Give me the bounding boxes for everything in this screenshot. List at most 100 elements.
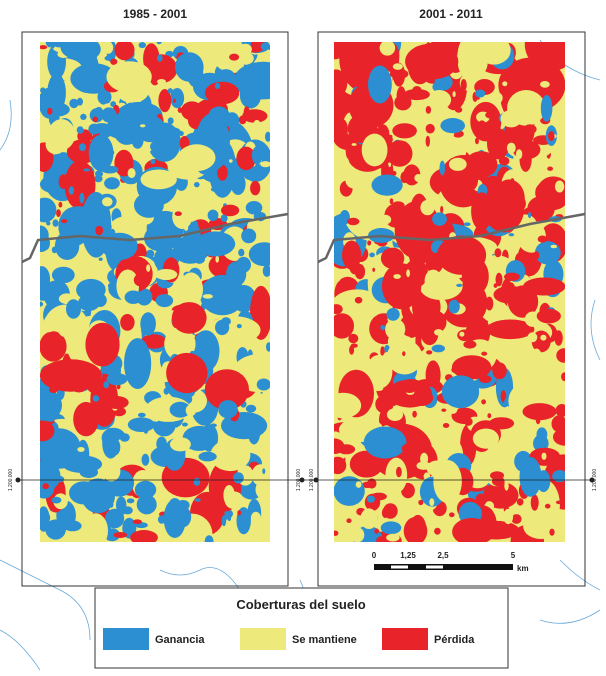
land-patch — [350, 343, 358, 348]
land-patch — [393, 274, 401, 279]
land-patch — [87, 261, 101, 271]
land-patch — [440, 118, 466, 134]
land-patch — [177, 144, 216, 172]
land-patch — [104, 177, 120, 190]
land-patch — [442, 423, 450, 428]
land-patch — [247, 416, 261, 445]
land-patch — [420, 321, 439, 346]
land-patch — [492, 362, 507, 380]
land-patch — [365, 354, 393, 389]
land-patch — [381, 507, 389, 519]
map-layer — [334, 42, 565, 542]
land-patch — [97, 89, 112, 105]
land-patch — [41, 174, 62, 192]
land-patch — [541, 452, 547, 460]
land-patch — [60, 42, 91, 59]
land-patch — [405, 43, 459, 80]
land-patch — [475, 89, 486, 98]
land-patch — [334, 153, 350, 175]
legend-box — [94, 587, 509, 669]
land-patch — [49, 287, 56, 301]
land-patch — [459, 331, 465, 337]
land-cover-map — [40, 42, 270, 542]
land-patch — [101, 165, 119, 174]
land-patch — [173, 98, 176, 103]
land-patch — [410, 389, 434, 407]
land-patch — [250, 511, 261, 526]
land-patch — [448, 299, 460, 314]
land-patch — [439, 160, 446, 176]
land-patch — [485, 111, 498, 119]
land-patch — [111, 150, 115, 155]
land-patch — [452, 91, 456, 98]
land-patch — [137, 412, 146, 418]
land-patch — [150, 141, 162, 152]
land-patch — [431, 344, 445, 353]
land-patch — [396, 466, 402, 478]
land-patch — [79, 192, 85, 204]
land-patch — [337, 119, 348, 141]
land-patch — [449, 512, 455, 518]
land-patch — [334, 42, 345, 60]
land-patch — [229, 159, 233, 163]
land-patch — [109, 438, 121, 456]
land-patch — [66, 299, 81, 319]
land-patch — [260, 161, 270, 168]
land-patch — [390, 287, 394, 291]
land-patch — [218, 400, 238, 419]
land-patch — [400, 171, 409, 184]
land-patch — [40, 301, 44, 307]
land-patch — [530, 348, 543, 371]
land-patch — [69, 98, 79, 109]
land-patch — [95, 225, 104, 236]
land-patch — [104, 396, 129, 409]
land-patch — [103, 381, 109, 389]
land-patch — [80, 113, 87, 120]
land-patch — [440, 205, 444, 214]
land-patch — [255, 163, 260, 170]
land-patch — [198, 451, 217, 462]
legend-swatch — [382, 628, 428, 650]
land-patch — [127, 168, 136, 179]
land-patch — [522, 403, 557, 421]
legend-swatch — [240, 628, 286, 650]
land-patch — [401, 442, 420, 455]
land-patch — [345, 172, 364, 189]
land-patch — [427, 90, 452, 110]
land-patch — [399, 281, 410, 303]
land-patch — [523, 124, 537, 135]
land-patch — [225, 112, 240, 128]
land-patch — [556, 348, 565, 363]
land-patch — [540, 95, 553, 122]
land-patch — [363, 426, 407, 459]
land-patch — [134, 192, 164, 218]
land-patch — [354, 265, 360, 270]
land-patch — [433, 460, 462, 503]
land-patch — [434, 527, 441, 535]
land-patch — [167, 117, 174, 125]
land-patch — [480, 255, 512, 274]
land-patch — [162, 127, 181, 138]
land-patch — [157, 79, 166, 85]
panel-frame — [317, 31, 586, 587]
land-patch — [51, 246, 58, 254]
land-patch — [213, 52, 226, 60]
land-patch — [418, 499, 424, 506]
land-patch — [40, 420, 55, 442]
land-patch — [375, 395, 394, 414]
land-patch — [394, 200, 442, 260]
land-patch — [126, 498, 135, 504]
land-patch — [406, 269, 410, 278]
coordinate-dot — [589, 477, 595, 483]
land-patch — [194, 498, 201, 502]
land-patch — [549, 528, 555, 536]
land-patch — [171, 302, 207, 334]
land-patch — [369, 252, 375, 258]
land-patch — [431, 440, 444, 453]
land-patch — [171, 474, 177, 482]
land-patch — [73, 401, 99, 437]
land-patch — [155, 269, 178, 280]
land-patch — [61, 219, 68, 224]
land-patch — [88, 134, 114, 172]
